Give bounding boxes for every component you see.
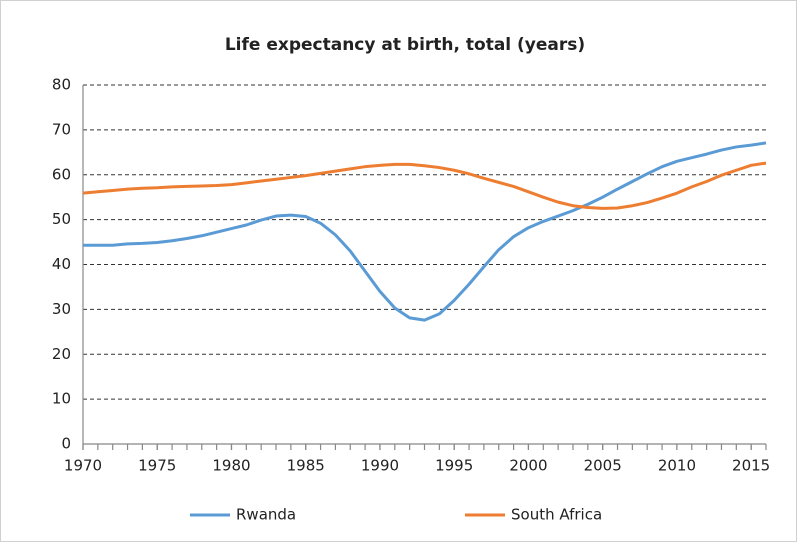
- x-tick-label: 2015: [732, 457, 770, 475]
- x-tick-label: 1975: [138, 457, 176, 475]
- y-tick-label: 80: [52, 76, 71, 94]
- x-tick-label: 1985: [287, 457, 325, 475]
- x-tick-label: 2010: [658, 457, 696, 475]
- x-tick-label: 1995: [435, 457, 473, 475]
- y-tick-label: 30: [52, 300, 71, 318]
- y-tick-label: 0: [61, 435, 71, 453]
- y-tick-label: 40: [52, 255, 71, 273]
- y-tick-label: 50: [52, 210, 71, 228]
- y-tick-label: 60: [52, 165, 71, 183]
- x-tick-label: 2005: [584, 457, 622, 475]
- legend-label: South Africa: [511, 506, 602, 524]
- series-line: [82, 161, 767, 210]
- chart-title: Life expectancy at birth, total (years): [225, 35, 585, 55]
- x-tick-label: 1990: [361, 457, 399, 475]
- y-tick-label: 10: [52, 390, 71, 408]
- x-tick-label: 1970: [64, 457, 102, 475]
- legend-label: Rwanda: [236, 506, 296, 524]
- y-tick-label: 20: [52, 345, 71, 363]
- y-tick-label: 70: [52, 120, 71, 138]
- series-line: [83, 141, 767, 322]
- x-tick-label: 1980: [212, 457, 250, 475]
- x-tick-label: 2000: [509, 457, 547, 475]
